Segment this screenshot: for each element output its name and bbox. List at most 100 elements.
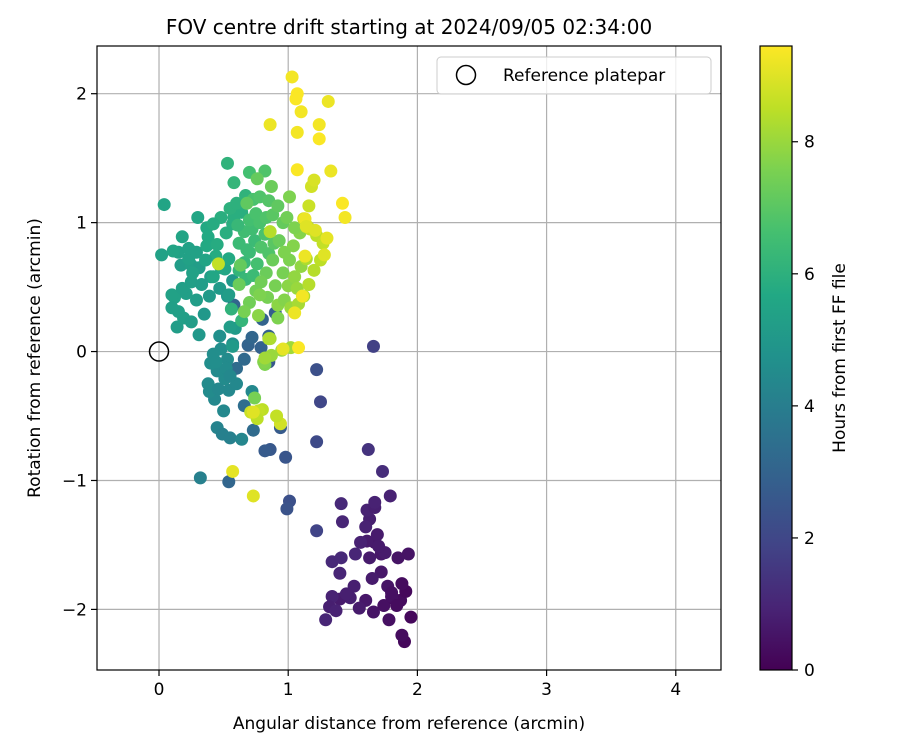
data-point bbox=[307, 173, 321, 187]
data-point bbox=[282, 190, 296, 204]
data-point bbox=[248, 391, 262, 405]
data-point bbox=[219, 226, 233, 240]
data-point bbox=[280, 210, 294, 224]
data-point bbox=[223, 369, 237, 383]
data-point bbox=[354, 535, 368, 549]
data-point bbox=[338, 210, 352, 224]
data-point bbox=[250, 257, 264, 271]
colorbar-tick-label: 6 bbox=[804, 265, 815, 285]
data-point bbox=[334, 497, 348, 511]
legend: Reference platepar bbox=[436, 56, 712, 95]
data-point bbox=[289, 92, 303, 106]
data-point bbox=[175, 230, 189, 244]
data-point bbox=[263, 225, 277, 239]
data-point bbox=[227, 176, 241, 190]
data-point bbox=[302, 199, 316, 213]
data-point bbox=[201, 377, 215, 391]
data-point bbox=[270, 409, 284, 423]
y-tick-label: −2 bbox=[62, 600, 87, 620]
data-point bbox=[268, 279, 282, 293]
data-point bbox=[222, 475, 236, 489]
data-point bbox=[220, 156, 234, 170]
legend-marker-icon bbox=[455, 64, 477, 86]
data-point bbox=[189, 293, 203, 307]
data-point bbox=[155, 248, 169, 262]
data-point bbox=[365, 571, 379, 585]
data-point bbox=[272, 234, 286, 248]
data-point bbox=[370, 528, 384, 542]
data-point bbox=[213, 329, 227, 343]
data-point bbox=[383, 489, 397, 503]
data-point bbox=[235, 432, 249, 446]
data-point bbox=[404, 610, 418, 624]
data-point bbox=[310, 363, 324, 377]
data-point bbox=[230, 196, 244, 210]
data-point bbox=[288, 306, 302, 320]
data-point bbox=[202, 289, 216, 303]
colorbar-tick-label: 2 bbox=[804, 529, 815, 549]
data-point bbox=[390, 599, 404, 613]
colorbar: 0 2 4 6 8 Hours from first FF file bbox=[759, 45, 850, 681]
y-tick-label: 0 bbox=[76, 343, 87, 363]
data-point bbox=[290, 163, 304, 177]
data-point bbox=[361, 443, 375, 457]
data-point bbox=[372, 539, 386, 553]
data-point bbox=[222, 288, 236, 302]
data-point bbox=[233, 258, 247, 272]
data-point bbox=[276, 342, 290, 356]
data-point bbox=[195, 278, 209, 292]
colorbar-gradient bbox=[759, 45, 793, 671]
data-point bbox=[307, 263, 321, 277]
data-point bbox=[335, 515, 349, 529]
data-point bbox=[184, 315, 198, 329]
data-point bbox=[314, 395, 328, 409]
data-point bbox=[193, 471, 207, 485]
data-point bbox=[231, 218, 245, 232]
data-point bbox=[329, 604, 343, 618]
colorbar-tick-label: 0 bbox=[804, 661, 815, 681]
x-tick-label: 2 bbox=[412, 680, 423, 700]
data-point bbox=[295, 289, 309, 303]
data-point bbox=[175, 281, 189, 295]
data-point bbox=[237, 352, 251, 366]
data-point bbox=[266, 253, 280, 267]
colorbar-tick-label: 8 bbox=[804, 133, 815, 153]
data-point bbox=[206, 270, 220, 284]
plot-frame bbox=[96, 45, 722, 671]
data-point bbox=[224, 302, 238, 316]
data-point bbox=[271, 311, 285, 325]
chart-title: FOV centre drift starting at 2024/09/05 … bbox=[166, 15, 652, 39]
data-point bbox=[321, 94, 335, 108]
data-point bbox=[298, 249, 312, 263]
data-point bbox=[290, 125, 304, 139]
data-point bbox=[395, 628, 409, 642]
data-point bbox=[226, 464, 240, 478]
colorbar-label: Hours from first FF file bbox=[830, 263, 850, 453]
data-point bbox=[376, 464, 390, 478]
y-axis-ticks: −2 −1 0 1 2 bbox=[62, 85, 97, 620]
data-point bbox=[250, 172, 264, 186]
data-point bbox=[165, 301, 179, 315]
x-axis-label: Angular distance from reference (arcmin) bbox=[233, 714, 585, 734]
data-point bbox=[363, 551, 377, 565]
data-point bbox=[200, 239, 214, 253]
data-point bbox=[223, 431, 237, 445]
data-point bbox=[206, 217, 220, 231]
x-axis-ticks: 0 1 2 3 4 bbox=[154, 670, 681, 700]
data-point bbox=[368, 495, 382, 509]
data-point bbox=[254, 341, 268, 355]
data-point bbox=[277, 245, 291, 259]
data-point bbox=[210, 238, 224, 252]
data-point bbox=[366, 605, 380, 619]
data-point bbox=[382, 613, 396, 627]
data-point bbox=[333, 566, 347, 580]
x-tick-label: 0 bbox=[154, 680, 165, 700]
data-point bbox=[310, 524, 324, 538]
data-point bbox=[292, 341, 306, 355]
legend-box bbox=[436, 56, 712, 95]
data-point bbox=[209, 355, 223, 369]
data-point bbox=[325, 590, 339, 604]
data-point bbox=[186, 266, 200, 280]
data-point bbox=[217, 404, 231, 418]
